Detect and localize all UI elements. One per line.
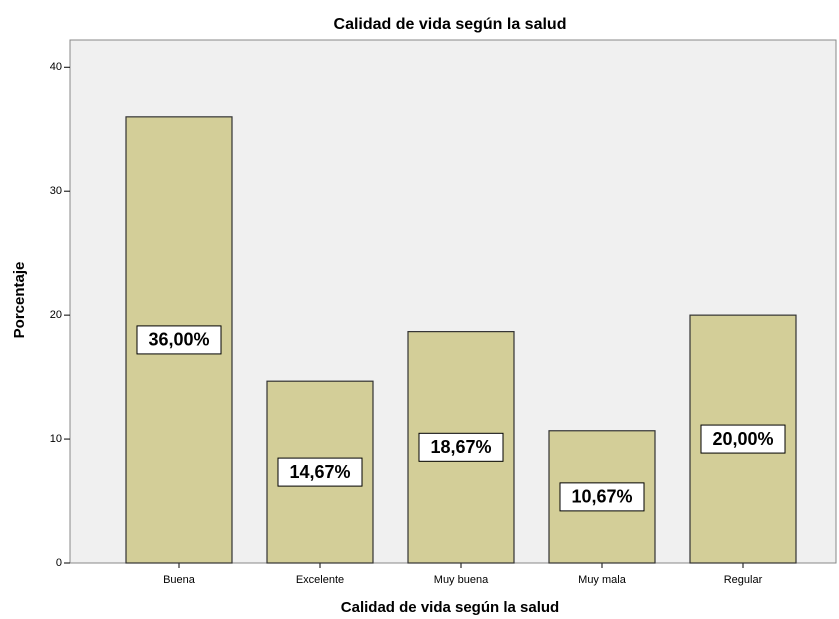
value-label-box	[277, 457, 363, 487]
x-tick-label: Muy buena	[434, 574, 489, 586]
value-label-box	[559, 482, 645, 512]
value-label: 10,67%	[571, 487, 632, 507]
x-axis-label: Calidad de vida según la salud	[341, 599, 559, 616]
y-tick-label: 0	[56, 557, 62, 569]
value-label-box	[700, 424, 786, 454]
value-label: 14,67%	[289, 462, 350, 482]
value-label: 36,00%	[148, 330, 209, 350]
y-tick-label: 10	[50, 433, 62, 445]
y-tick-label: 20	[50, 309, 62, 321]
y-axis-label: Porcentaje	[11, 262, 28, 339]
x-tick-label: Regular	[724, 574, 763, 586]
x-tick-label: Muy mala	[578, 574, 627, 586]
x-tick-label: Excelente	[296, 574, 344, 586]
y-tick-label: 30	[50, 185, 62, 197]
value-label-box	[136, 325, 222, 355]
value-label: 20,00%	[712, 429, 773, 449]
y-tick-label: 40	[50, 61, 62, 73]
x-tick-label: Buena	[163, 574, 196, 586]
value-label-box	[418, 432, 504, 462]
chart-title: Calidad de vida según la salud	[334, 16, 567, 33]
value-label: 18,67%	[430, 437, 491, 457]
